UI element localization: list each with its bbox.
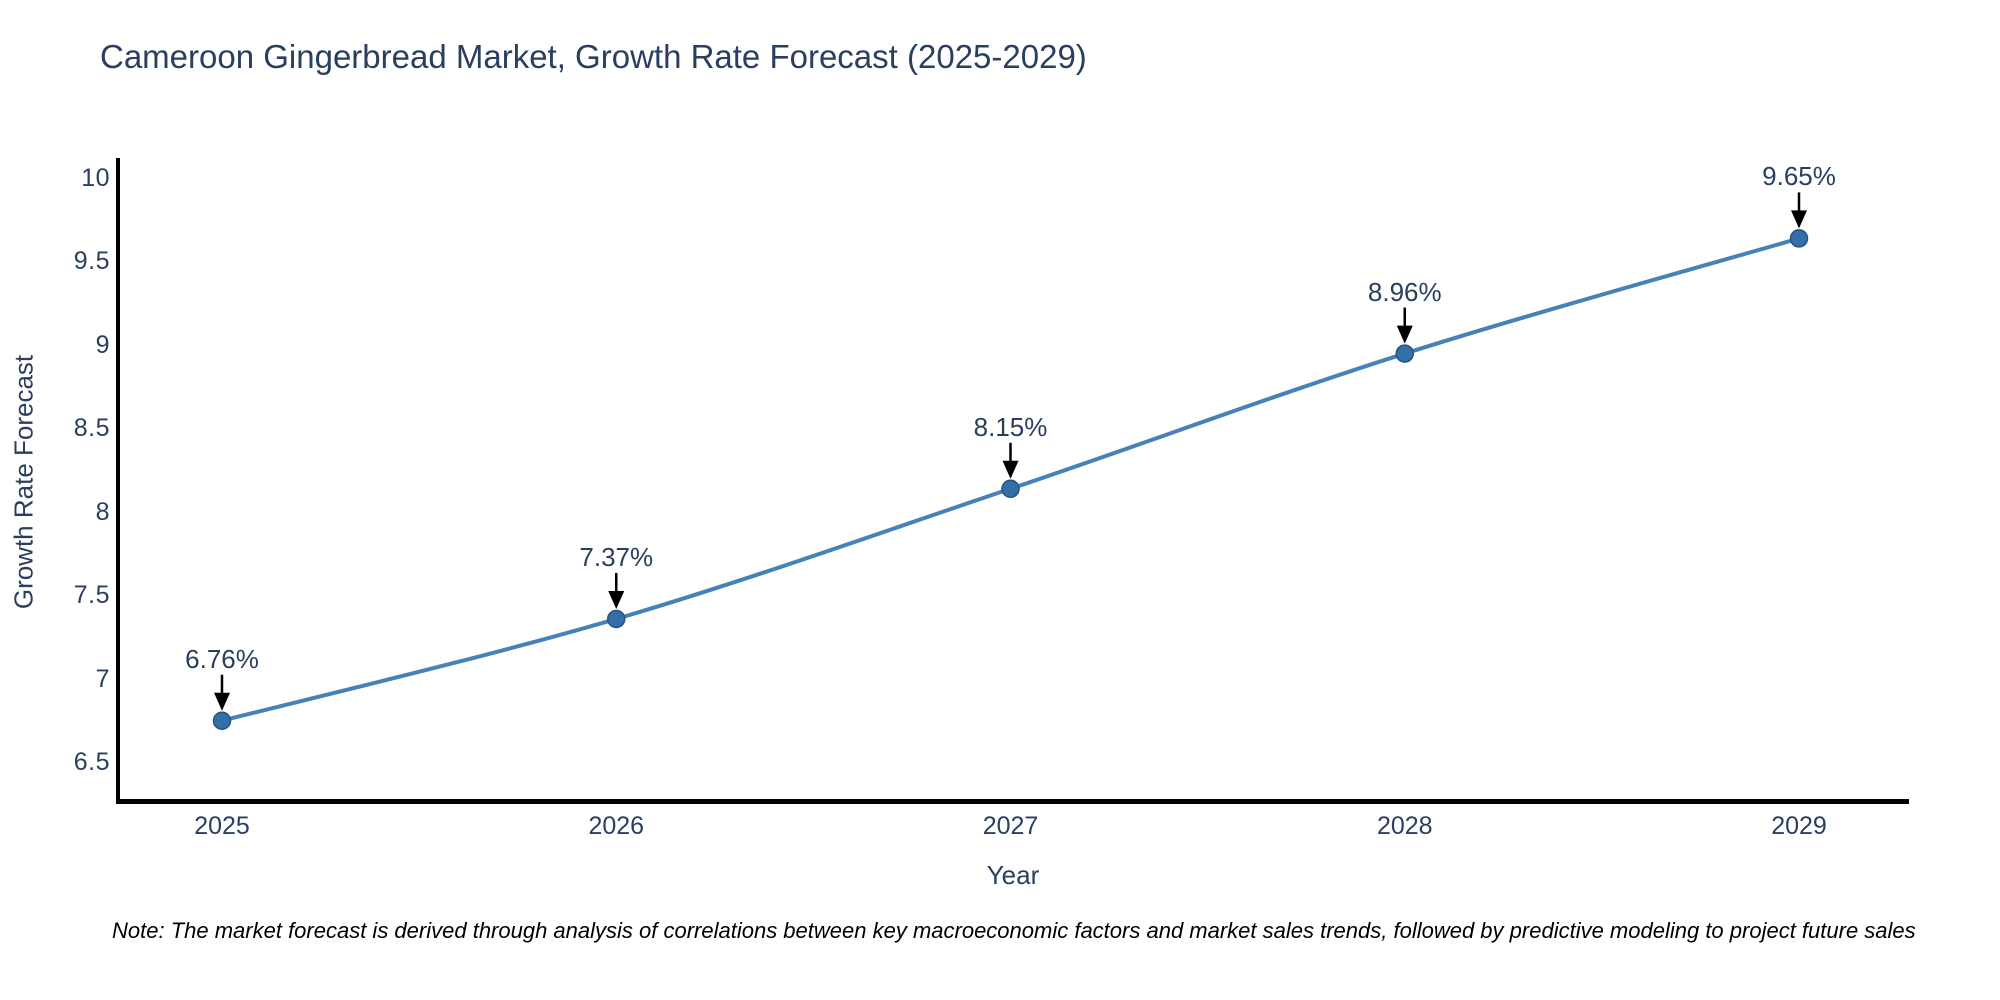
x-tick-label: 2028 — [1376, 812, 1433, 840]
data-point-marker — [1789, 229, 1809, 248]
x-tick-label: 2027 — [982, 812, 1039, 840]
data-point-marker — [212, 711, 232, 731]
y-tick-label: 9 — [95, 330, 110, 359]
annotation-arrow-head — [1791, 210, 1807, 229]
y-tick-label: 6.5 — [73, 748, 110, 777]
annotation-label: 7.37% — [579, 541, 654, 572]
y-tick-label: 10 — [81, 164, 110, 192]
x-tick-label: 2025 — [194, 812, 250, 840]
x-axis-title: Year — [986, 860, 1040, 890]
annotation-arrow-head — [608, 590, 625, 609]
y-tick-label: 7.5 — [73, 581, 110, 610]
y-tick-label: 8.5 — [73, 414, 110, 443]
annotation-label: 6.76% — [185, 643, 259, 674]
annotation-arrow-head — [1396, 325, 1413, 344]
data-point-marker — [607, 609, 626, 629]
annotation-label: 8.15% — [973, 411, 1048, 442]
footnote: Note: The market forecast is derived thr… — [112, 918, 1916, 943]
annotation-arrow-head — [1002, 460, 1019, 479]
data-point-marker — [1395, 344, 1414, 363]
y-axis-spine — [116, 158, 120, 803]
data-point-marker — [1001, 479, 1020, 499]
annotation-arrow-head — [214, 692, 230, 711]
annotation-label: 8.96% — [1367, 276, 1442, 307]
y-tick-label: 8 — [95, 497, 110, 526]
x-axis-spine — [116, 799, 1909, 804]
y-tick-label: 9.5 — [73, 247, 110, 276]
x-tick-label: 2029 — [1771, 812, 1827, 840]
chart-title: Cameroon Gingerbread Market, Growth Rate… — [100, 38, 1087, 75]
x-tick-label: 2026 — [588, 812, 645, 840]
y-tick-label: 7 — [95, 664, 110, 693]
annotation-label: 9.65% — [1762, 161, 1836, 192]
